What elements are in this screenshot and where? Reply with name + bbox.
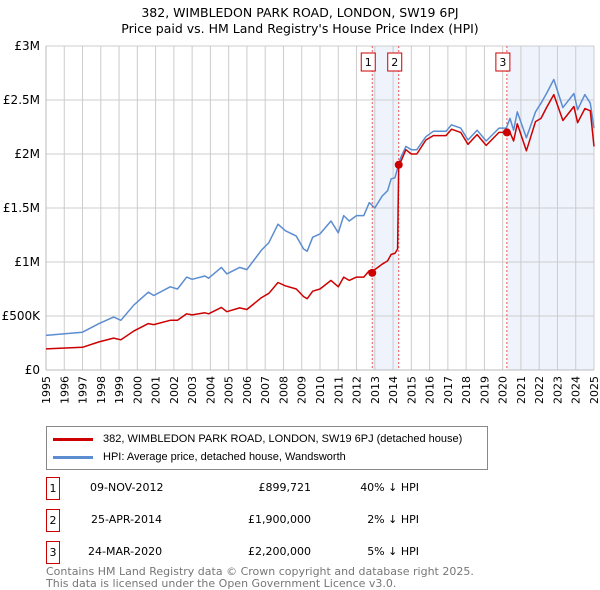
legend-item-property: 382, WIMBLEDON PARK ROAD, LONDON, SW19 6… <box>53 431 462 447</box>
y-tick-label: £0 <box>25 363 40 377</box>
x-tick-label: 2019 <box>478 376 491 404</box>
x-tick-label: 2009 <box>296 376 309 404</box>
sale-marker: 1 <box>46 477 60 500</box>
sale-marker: 3 <box>46 541 60 564</box>
sale-label: 2 <box>391 56 398 69</box>
sale-marker: 2 <box>46 509 60 532</box>
x-tick-label: 1996 <box>58 376 71 404</box>
legend-label: 382, WIMBLEDON PARK ROAD, LONDON, SW19 6… <box>103 433 463 445</box>
x-tick-label: 2010 <box>314 376 327 404</box>
x-tick-label: 2006 <box>241 376 254 404</box>
x-tick-label: 2012 <box>351 376 364 404</box>
sale-price: £1,900,000 <box>248 513 311 526</box>
y-tick-label: £1.5M <box>3 201 40 215</box>
sale-row: 1 09-NOV-2012 £899,721 40% ↓ HPI <box>46 477 466 500</box>
x-tick-label: 2001 <box>150 376 163 404</box>
x-tick-label: 1995 <box>40 376 53 404</box>
x-tick-label: 2022 <box>533 376 546 404</box>
x-tick-label: 2011 <box>332 376 345 404</box>
y-tick-label: £1M <box>14 255 40 269</box>
sale-row: 2 25-APR-2014 £1,900,000 2% ↓ HPI <box>46 509 466 532</box>
x-tick-label: 2025 <box>588 376 600 404</box>
x-tick-label: 2005 <box>223 376 236 404</box>
footer-line-2: This data is licensed under the Open Gov… <box>46 577 397 590</box>
x-tick-label: 1999 <box>113 376 126 404</box>
legend-label: HPI: Average price, detached house, Wand… <box>103 451 346 463</box>
footer-line-1: Contains HM Land Registry data © Crown c… <box>46 565 474 578</box>
x-tick-label: 2020 <box>497 376 510 404</box>
sale-date: 24-MAR-2020 <box>88 545 163 558</box>
x-tick-label: 2004 <box>204 376 217 404</box>
sale-price: £899,721 <box>258 481 312 494</box>
x-tick-label: 2014 <box>387 376 400 404</box>
sale-hpi: 2% ↓ HPI <box>367 513 419 526</box>
sale-label-box <box>360 52 376 72</box>
y-tick-label: £2.5M <box>3 93 40 107</box>
y-tick-label: £500K <box>2 309 42 323</box>
sale-label: 3 <box>499 56 506 69</box>
chart-title: 382, WIMBLEDON PARK ROAD, LONDON, SW19 6… <box>141 5 459 20</box>
sale-label: 1 <box>365 56 372 69</box>
legend-swatch-blue <box>53 455 93 459</box>
sale-label-box <box>495 52 511 72</box>
legend-item-hpi: HPI: Average price, detached house, Wand… <box>53 449 346 465</box>
x-tick-label: 2007 <box>259 376 272 404</box>
sale-label-box <box>387 52 403 72</box>
x-tick-label: 2018 <box>460 376 473 404</box>
legend-swatch-red <box>53 437 93 441</box>
x-tick-label: 2013 <box>369 376 382 404</box>
sale-date: 25-APR-2014 <box>91 513 163 526</box>
sale-price: £2,200,000 <box>248 545 311 558</box>
x-tick-label: 2015 <box>405 376 418 404</box>
x-tick-label: 2008 <box>277 376 290 404</box>
chart-subtitle: Price paid vs. HM Land Registry's House … <box>121 21 479 36</box>
x-tick-label: 2017 <box>442 376 455 404</box>
sale-hpi: 5% ↓ HPI <box>367 545 419 558</box>
x-tick-label: 2000 <box>131 376 144 404</box>
x-tick-label: 2024 <box>570 376 583 404</box>
price-chart: 1995 1996 1997 1998 1999 2000 2001 2002 2003 2004… <box>2 39 600 404</box>
x-tick-label: 2003 <box>186 376 199 404</box>
x-tick-label: 2002 <box>168 376 181 404</box>
x-tick-label: 1998 <box>95 376 108 404</box>
hpi-line <box>45 78 595 337</box>
footer: Contains HM Land Registry data © Crown c… <box>46 566 474 590</box>
legend: 382, WIMBLEDON PARK ROAD, LONDON, SW19 6… <box>46 426 488 470</box>
sale-date: 09-NOV-2012 <box>90 481 164 494</box>
sale-hpi: 40% ↓ HPI <box>360 481 419 494</box>
x-tick-label: 1997 <box>77 376 90 404</box>
x-tick-label: 2021 <box>515 376 528 404</box>
sale-row: 3 24-MAR-2020 £2,200,000 5% ↓ HPI <box>46 541 466 564</box>
y-tick-label: £2M <box>14 147 40 161</box>
x-tick-label: 2016 <box>424 376 437 404</box>
sale-point <box>502 128 511 137</box>
sale-point <box>394 160 403 169</box>
x-tick-label: 2023 <box>551 376 564 404</box>
sale-point <box>368 268 377 277</box>
y-tick-label: £3M <box>14 39 40 53</box>
